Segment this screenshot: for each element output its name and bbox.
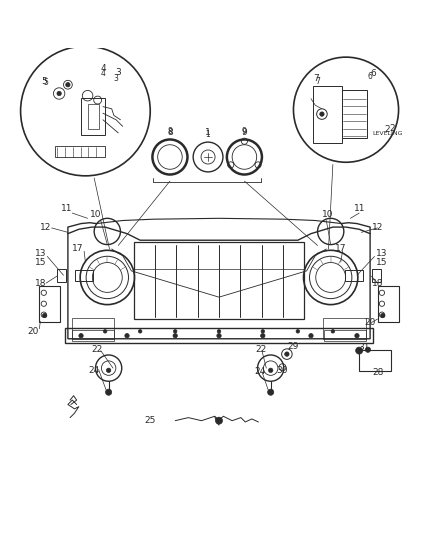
Text: 12: 12: [372, 223, 383, 232]
Text: 3: 3: [113, 74, 119, 83]
Text: 8: 8: [168, 127, 172, 136]
Text: 13: 13: [35, 249, 46, 258]
Bar: [378, 286, 399, 322]
Text: 9: 9: [241, 128, 247, 137]
Circle shape: [309, 334, 313, 338]
Bar: [359, 350, 391, 371]
Bar: [55, 146, 105, 157]
Text: 22: 22: [255, 345, 266, 354]
Text: 12: 12: [40, 223, 52, 232]
Circle shape: [103, 329, 107, 333]
Text: 24: 24: [254, 367, 265, 376]
Circle shape: [173, 329, 177, 333]
Bar: [342, 90, 367, 138]
Text: 15: 15: [35, 257, 46, 266]
Text: 17: 17: [72, 244, 84, 253]
Circle shape: [215, 417, 223, 424]
Circle shape: [268, 389, 274, 395]
Text: 11: 11: [354, 204, 366, 213]
Circle shape: [125, 334, 129, 338]
Text: 7: 7: [313, 74, 319, 83]
Circle shape: [331, 329, 335, 333]
Text: 28: 28: [372, 368, 383, 377]
Circle shape: [268, 368, 273, 373]
Bar: [313, 86, 342, 142]
Text: 22: 22: [92, 345, 103, 354]
Bar: [88, 104, 99, 128]
Circle shape: [106, 368, 111, 373]
Text: LEVELING: LEVELING: [372, 131, 403, 136]
Bar: [39, 286, 60, 322]
Circle shape: [217, 329, 221, 333]
Text: 2: 2: [385, 125, 390, 134]
Text: 4: 4: [101, 63, 106, 72]
Text: 6: 6: [370, 69, 376, 78]
Circle shape: [57, 91, 61, 96]
Text: 24: 24: [88, 366, 100, 375]
Text: 3: 3: [115, 68, 121, 77]
Text: 4: 4: [100, 69, 106, 78]
Circle shape: [381, 313, 385, 318]
Circle shape: [42, 313, 47, 318]
Circle shape: [79, 334, 83, 338]
Circle shape: [261, 329, 265, 333]
Text: 29: 29: [287, 342, 298, 351]
Bar: [72, 318, 114, 339]
Circle shape: [261, 334, 265, 338]
Bar: [75, 270, 93, 280]
Circle shape: [106, 389, 112, 395]
Text: 10: 10: [322, 211, 333, 219]
Bar: [323, 318, 366, 339]
Bar: [324, 330, 366, 341]
Text: 17: 17: [335, 244, 346, 253]
Text: 7: 7: [315, 77, 320, 86]
Text: 20: 20: [364, 318, 376, 327]
Text: 9: 9: [242, 127, 247, 136]
Bar: [81, 98, 105, 135]
Bar: [345, 270, 363, 280]
Text: 13: 13: [376, 249, 388, 258]
Circle shape: [356, 347, 363, 354]
Text: 8: 8: [167, 128, 173, 137]
Text: 18: 18: [372, 279, 383, 288]
Circle shape: [138, 329, 142, 333]
Bar: [134, 243, 304, 319]
Circle shape: [173, 334, 177, 338]
Text: 5: 5: [43, 78, 49, 87]
Circle shape: [320, 112, 324, 116]
Bar: [65, 328, 373, 343]
Circle shape: [365, 347, 371, 352]
Text: 15: 15: [376, 257, 388, 266]
Circle shape: [296, 329, 300, 333]
Circle shape: [217, 334, 221, 338]
Circle shape: [285, 352, 289, 356]
Text: 18: 18: [35, 279, 46, 288]
Text: 1: 1: [205, 128, 211, 137]
Text: 11: 11: [61, 204, 72, 213]
Bar: [372, 269, 381, 282]
Text: 2: 2: [389, 124, 395, 133]
Text: 25: 25: [144, 416, 155, 425]
Bar: [72, 330, 114, 341]
Circle shape: [66, 83, 70, 87]
Text: 31: 31: [359, 343, 370, 352]
Bar: [57, 269, 66, 282]
Text: 10: 10: [90, 211, 101, 219]
Text: 1: 1: [206, 130, 210, 139]
Text: 20: 20: [27, 327, 39, 336]
Circle shape: [355, 334, 359, 338]
Text: 5: 5: [41, 77, 47, 86]
Text: 6: 6: [367, 72, 373, 82]
Text: 30: 30: [277, 366, 288, 375]
